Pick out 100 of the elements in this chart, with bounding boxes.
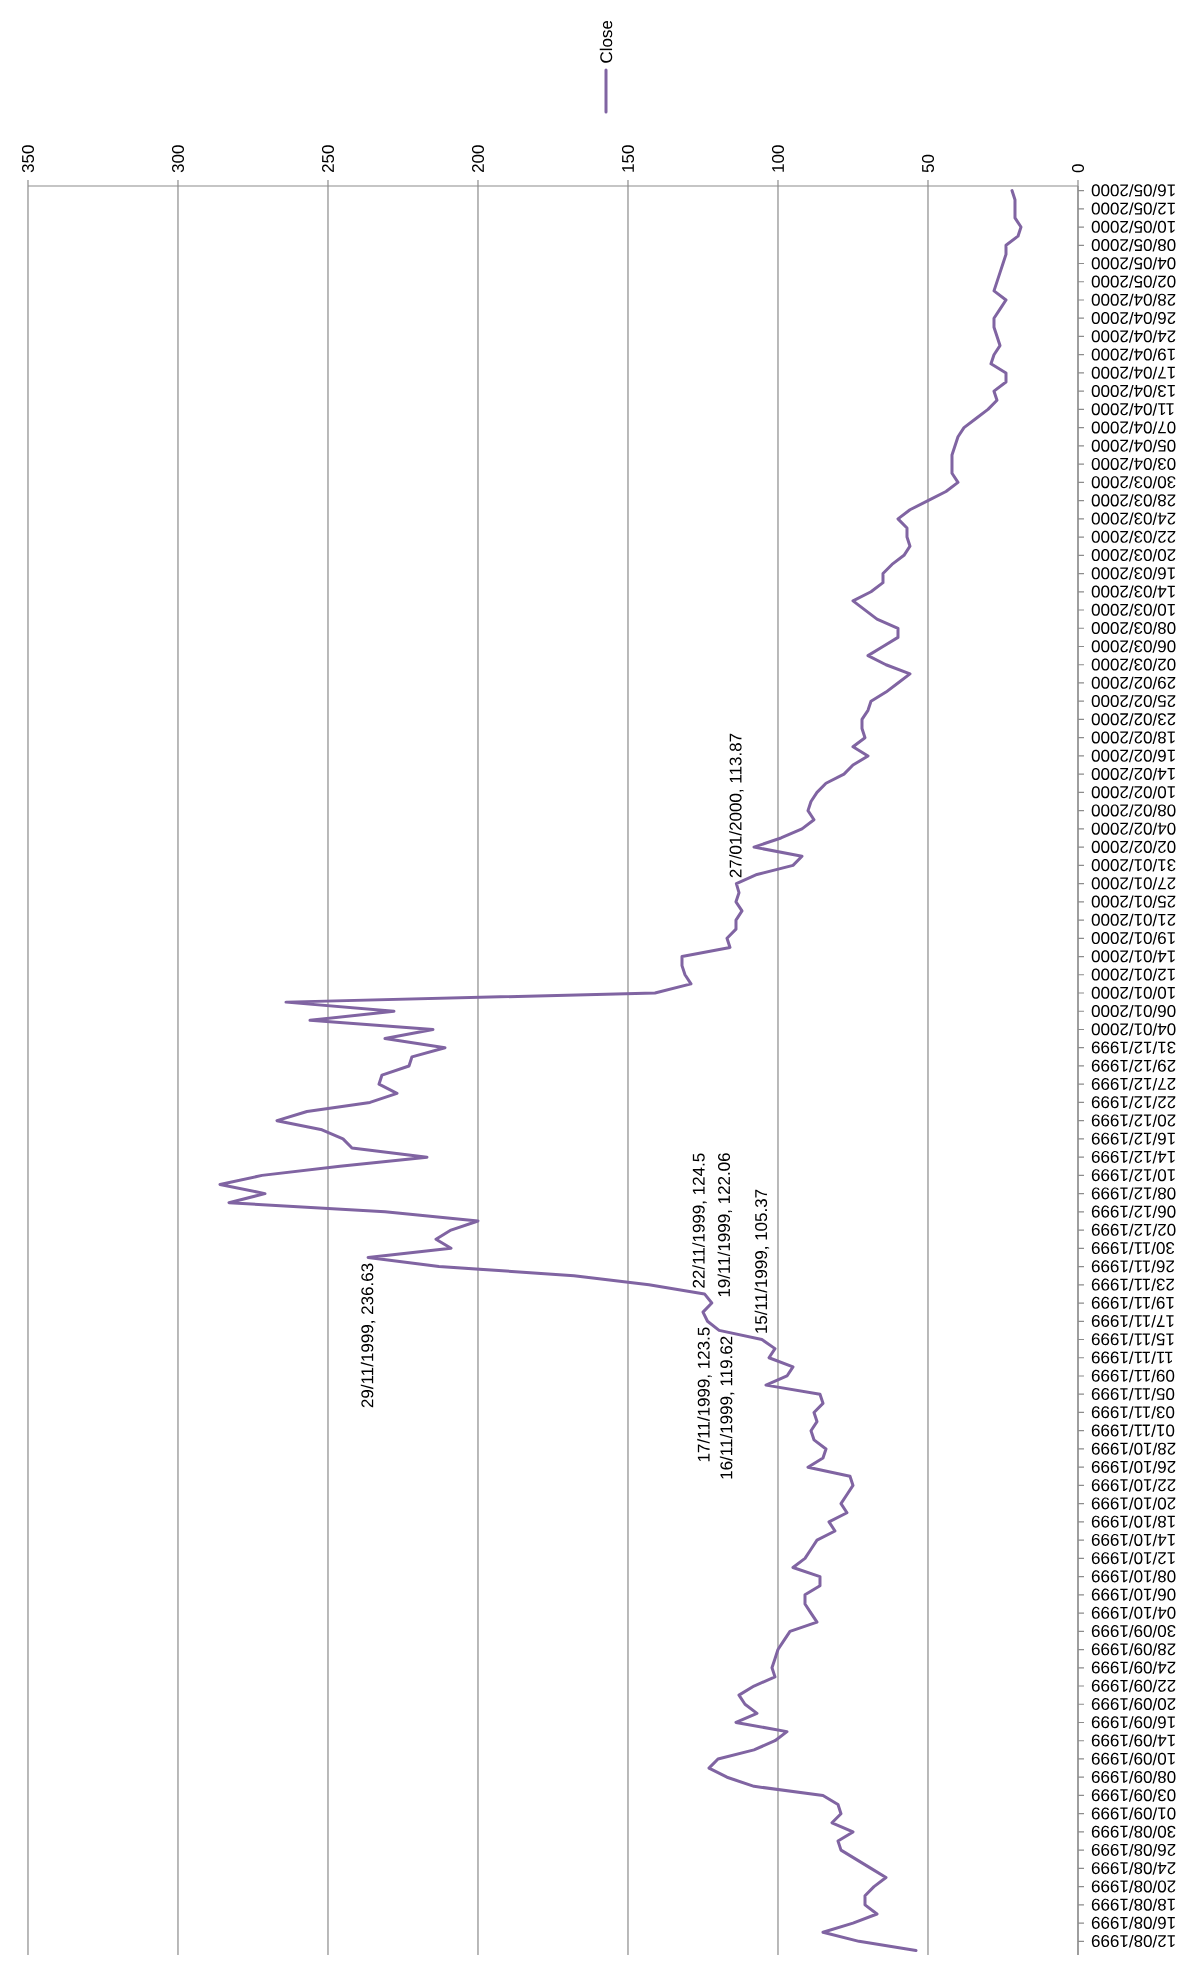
- y-tick-label: 06/12/1999: [1091, 1205, 1176, 1219]
- y-tick-label: 14/09/1999: [1091, 1734, 1175, 1747]
- y-tick-label: 09/11/1999: [1091, 1369, 1175, 1383]
- y-tick-label: 06/10/1999: [1091, 1588, 1176, 1602]
- y-tick-label: 03/09/1999: [1091, 1789, 1176, 1802]
- data-label: 27/01/2000, 113.87: [729, 733, 744, 878]
- y-tick-label: 16/03/2000: [1091, 567, 1175, 580]
- y-tick-label: 26/04/2000: [1091, 311, 1176, 325]
- y-tick-label: 04/02/2000: [1091, 822, 1176, 836]
- y-tick-label: 26/11/1999: [1091, 1260, 1175, 1273]
- y-tick-label: 30/08/1999: [1091, 1825, 1176, 1839]
- y-tick-label: 18/02/2000: [1091, 731, 1175, 744]
- y-tick-label: 19/01/2000: [1091, 932, 1175, 945]
- y-tick-label: 18/10/1999: [1091, 1515, 1175, 1529]
- y-tick-label: 04/05/2000: [1091, 257, 1176, 270]
- y-tick-label: 27/12/1999: [1091, 1077, 1176, 1091]
- y-tick-label: 24/09/1999: [1091, 1661, 1176, 1675]
- y-tick-label: 06/03/2000: [1091, 640, 1176, 653]
- y-tick-label: 16/05/2000: [1091, 184, 1175, 197]
- y-tick-label: 22/12/1999: [1091, 1096, 1176, 1109]
- y-tick-label: 16/12/1999: [1091, 1132, 1175, 1146]
- y-tick-label: 08/03/2000: [1091, 622, 1176, 635]
- y-tick-label: 29/02/2000: [1091, 676, 1176, 690]
- y-tick-label: 23/11/1999: [1091, 1278, 1175, 1292]
- y-tick-label: 24/04/2000: [1091, 330, 1176, 343]
- x-tick-label: 300: [171, 145, 184, 173]
- y-tick-label: 24/03/2000: [1091, 512, 1176, 526]
- y-tick-label: 30/11/1999: [1091, 1242, 1175, 1255]
- y-tick-label: 14/12/1999: [1091, 1150, 1175, 1164]
- y-tick-label: 12/01/2000: [1091, 968, 1175, 982]
- data-label: 19/11/1999, 122.06: [717, 1153, 733, 1297]
- y-tick-label: 16/08/1999: [1091, 1916, 1175, 1930]
- x-tick-label: 150: [621, 145, 634, 172]
- text: Close: [599, 20, 613, 63]
- y-tick-label: 28/04/2000: [1091, 293, 1176, 307]
- y-tick-label: 31/01/2000: [1091, 859, 1176, 872]
- y-tick-label: 20/03/2000: [1091, 549, 1176, 562]
- y-tick-label: 30/09/1999: [1091, 1625, 1176, 1638]
- y-tick-label: 20/10/1999: [1091, 1497, 1176, 1510]
- y-tick-label: 20/08/1999: [1091, 1880, 1176, 1893]
- y-tick-label: 14/10/1999: [1091, 1533, 1175, 1547]
- x-tick-label: 250: [321, 145, 334, 173]
- y-tick-label: 08/02/2000: [1091, 804, 1176, 817]
- y-tick-label: 13/04/2000: [1091, 384, 1175, 398]
- x-tick-label: 0: [1071, 164, 1084, 173]
- y-tick-label: 28/10/1999: [1091, 1442, 1176, 1456]
- y-tick-label: 30/03/2000: [1091, 476, 1176, 489]
- y-tick-label: 22/03/2000: [1091, 530, 1176, 544]
- y-tick-label: 11/11/1999: [1091, 1351, 1173, 1364]
- y-tick-label: 06/01/2000: [1091, 1005, 1176, 1018]
- y-tick-label: 10/12/1999: [1091, 1169, 1175, 1182]
- y-tick-label: 02/02/2000: [1091, 840, 1176, 854]
- y-tick-label: 02/05/2000: [1091, 275, 1176, 288]
- y-tick-label: 20/09/1999: [1091, 1698, 1176, 1711]
- y-tick-label: 10/09/1999: [1091, 1752, 1175, 1766]
- y-tick-label: 02/12/1999: [1091, 1223, 1176, 1237]
- y-tick-label: 17/11/1999: [1091, 1315, 1174, 1328]
- y-tick-label: 22/10/1999: [1091, 1479, 1176, 1492]
- y-tick-label: 28/03/2000: [1091, 494, 1176, 507]
- y-tick-label: 03/04/2000: [1091, 457, 1176, 471]
- y-tick-label: 25/01/2000: [1091, 895, 1176, 909]
- y-tick-label: 31/12/1999: [1091, 1041, 1176, 1054]
- y-tick-label: 08/10/1999: [1091, 1570, 1176, 1583]
- y-tick-label: 19/04/2000: [1091, 348, 1175, 361]
- y-tick-label: 12/10/1999: [1091, 1552, 1175, 1565]
- x-tick-label: 100: [771, 145, 784, 172]
- y-tick-label: 08/12/1999: [1091, 1187, 1176, 1200]
- x-tick-label: 350: [21, 145, 34, 173]
- data-label: 15/11/1999, 105.37: [754, 1189, 770, 1333]
- y-tick-label: 14/03/2000: [1091, 585, 1175, 599]
- y-tick-label: 07/04/2000: [1091, 421, 1176, 434]
- y-tick-label: 01/09/1999: [1091, 1807, 1176, 1820]
- y-tick-label: 10/03/2000: [1091, 603, 1175, 617]
- y-tick-label: 05/11/1999: [1091, 1387, 1175, 1401]
- y-tick-label: 26/10/1999: [1091, 1460, 1176, 1474]
- data-label: 29/11/1999, 236.63: [360, 1263, 376, 1408]
- y-tick-label: 19/11/1999: [1091, 1296, 1174, 1310]
- y-tick-label: 24/08/1999: [1091, 1862, 1176, 1875]
- y-tick-label: 16/09/1999: [1091, 1716, 1175, 1729]
- y-tick-label: 08/09/1999: [1091, 1770, 1176, 1784]
- x-tick-label: 50: [921, 154, 934, 173]
- y-tick-label: 17/04/2000: [1091, 366, 1175, 380]
- y-tick-label: 25/02/2000: [1091, 694, 1176, 708]
- y-tick-label: 15/11/1999: [1091, 1333, 1174, 1346]
- y-tick-label: 21/01/2000: [1091, 913, 1176, 927]
- y-tick-label: 04/01/2000: [1091, 1023, 1176, 1036]
- y-tick-label: 14/02/2000: [1091, 767, 1175, 781]
- y-tick-label: 02/03/2000: [1091, 658, 1176, 671]
- y-tick-label: 16/02/2000: [1091, 749, 1175, 763]
- data-label: 22/11/1999, 124.5: [692, 1153, 707, 1288]
- y-tick-label: 03/11/1999: [1091, 1406, 1175, 1419]
- y-tick-label: 14/01/2000: [1091, 950, 1175, 963]
- y-tick-label: 10/02/2000: [1091, 786, 1175, 799]
- y-tick-label: 04/10/1999: [1091, 1606, 1176, 1620]
- y-tick-label: 22/09/1999: [1091, 1679, 1176, 1693]
- y-tick-label: 20/12/1999: [1091, 1114, 1176, 1127]
- y-tick-label: 12/08/1999: [1091, 1935, 1175, 1948]
- y-tick-label: 01/11/1999: [1091, 1424, 1175, 1437]
- y-tick-label: 18/08/1999: [1091, 1898, 1175, 1912]
- y-tick-label: 10/01/2000: [1091, 986, 1175, 1000]
